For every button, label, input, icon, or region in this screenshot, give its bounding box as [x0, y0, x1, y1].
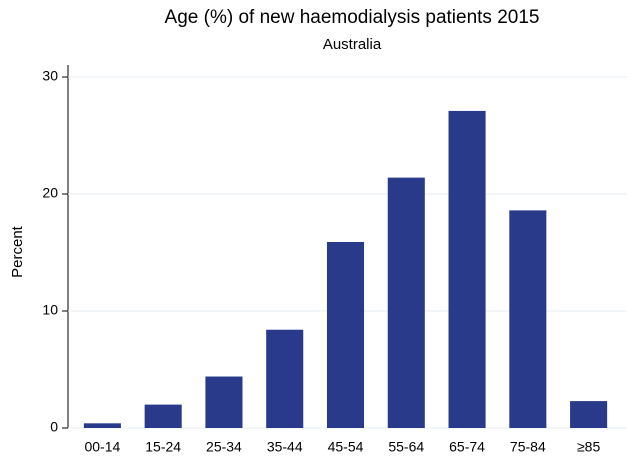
bar [570, 401, 608, 428]
y-tick-label: 10 [42, 302, 58, 318]
x-tick-label: 15-24 [145, 439, 181, 455]
x-tick-label: 55-64 [388, 439, 424, 455]
x-tick-label: ≥85 [577, 439, 600, 455]
x-tick-label: 65-74 [449, 439, 485, 455]
y-axis-label: Percent [9, 225, 26, 278]
bar [509, 210, 547, 428]
bar [448, 110, 486, 429]
bar [326, 241, 365, 428]
chart-title: Age (%) of new haemodialysis patients 20… [165, 7, 540, 28]
bar [144, 404, 182, 428]
chart-subtitle: Australia [323, 36, 382, 53]
x-tick-label: 45-54 [328, 439, 364, 455]
x-tick-label: 35-44 [267, 439, 303, 455]
x-tick-label: 25-34 [206, 439, 242, 455]
bar [387, 177, 425, 428]
y-tick-label: 30 [42, 68, 58, 84]
bar [83, 423, 121, 428]
bar [266, 329, 304, 428]
y-tick-label: 20 [42, 185, 58, 201]
y-tick-label: 0 [50, 419, 58, 435]
x-tick-label: 00-14 [84, 439, 120, 455]
x-tick-label: 75-84 [510, 439, 546, 455]
bar [205, 376, 243, 428]
